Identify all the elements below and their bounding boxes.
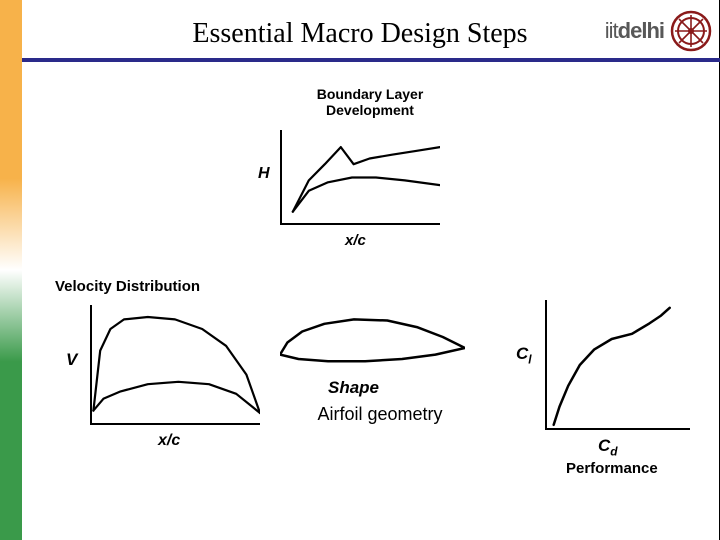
boundary-layer-xlabel: x/c [345, 232, 366, 249]
velocity-xlabel: x/c [158, 432, 180, 450]
performance-xlabel: Cd [598, 436, 618, 458]
tricolor-stripe [0, 0, 22, 540]
boundary-layer-ylabel: H [258, 165, 270, 183]
velocity-label: Velocity Distribution [55, 278, 200, 295]
logo-text: iitdelhi [605, 18, 664, 44]
title-underline [22, 58, 720, 62]
performance-chart [545, 300, 690, 430]
airfoil-shape [280, 315, 465, 370]
boundary-layer-label: Boundary Layer Development [295, 86, 445, 118]
performance-ylabel: Cl [516, 344, 532, 366]
velocity-chart [90, 305, 260, 425]
airfoil-caption: Airfoil geometry [300, 404, 460, 425]
boundary-layer-chart [280, 130, 440, 225]
logo-seal-icon [670, 10, 712, 52]
performance-label: Performance [566, 460, 658, 477]
institute-logo: iitdelhi [605, 10, 712, 52]
velocity-ylabel: V [66, 350, 77, 370]
shape-label: Shape [328, 378, 379, 398]
